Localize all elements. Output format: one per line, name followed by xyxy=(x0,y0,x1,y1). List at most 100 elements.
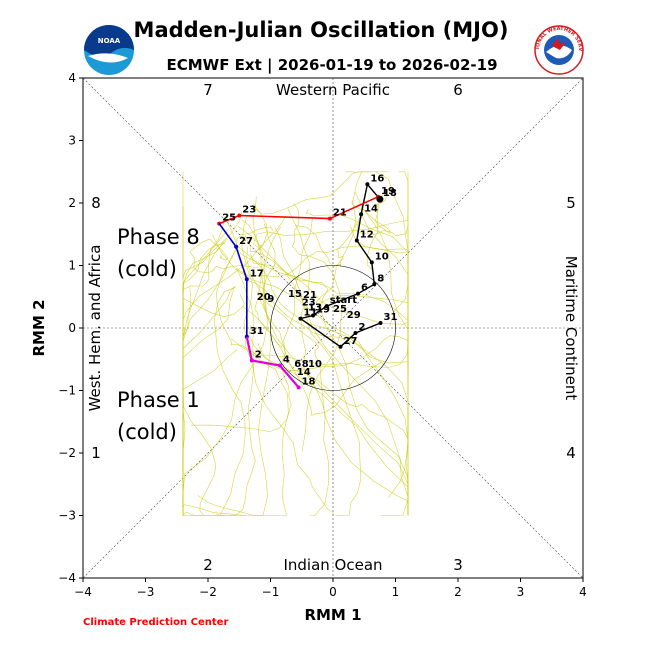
series-point-observed xyxy=(372,282,377,287)
day-label: 18 xyxy=(302,376,316,387)
ensemble-member-line xyxy=(230,171,409,325)
y-tick-label: −4 xyxy=(58,571,76,585)
series-point-observed xyxy=(365,182,370,187)
x-tick-label: −3 xyxy=(137,585,155,599)
day-label: 20 xyxy=(257,292,271,303)
series-point-observed xyxy=(369,260,374,265)
unit-circle xyxy=(270,265,396,391)
ensemble-member-line xyxy=(242,305,409,443)
ensemble-member-line xyxy=(182,206,243,280)
day-label: 29 xyxy=(347,310,361,321)
annotation-phase-1-cold: (cold) xyxy=(117,420,177,444)
series-point-observed xyxy=(338,344,343,349)
noaa-logo-icon: NOAA xyxy=(84,25,134,75)
ensemble-member-line xyxy=(248,324,409,516)
ensemble-member-line xyxy=(182,228,229,516)
y-tick-label: 3 xyxy=(68,134,76,148)
day-label: 8 xyxy=(302,359,309,370)
y-tick-label: 1 xyxy=(68,259,76,273)
day-label: 6 xyxy=(361,283,368,294)
ensemble-member-line xyxy=(361,191,390,271)
phase-number-7: 7 xyxy=(203,81,213,99)
region-label-bottom: Indian Ocean xyxy=(283,556,382,574)
ensemble-member-line xyxy=(189,238,258,274)
phase-number-3: 3 xyxy=(453,556,463,574)
series-point-observed xyxy=(356,291,360,296)
series-point-forecast_c xyxy=(277,363,282,368)
ensemble-member-line xyxy=(182,236,246,516)
series-point-forecast_b xyxy=(244,277,249,282)
phase-number-2: 2 xyxy=(203,556,213,574)
x-tick-label: −4 xyxy=(74,585,92,599)
day-label: 11 xyxy=(304,308,318,319)
series-point-forecast_b xyxy=(234,244,239,249)
day-label: 2 xyxy=(359,322,366,333)
ensemble-member-line xyxy=(315,211,409,305)
noaa-logo-text: NOAA xyxy=(98,37,121,45)
day-labels: 312271119start68101214161819212325271731… xyxy=(222,173,397,387)
series-point-forecast_a xyxy=(237,213,242,218)
phase-number-1: 1 xyxy=(91,444,101,462)
day-label: 27 xyxy=(344,336,358,347)
ensemble-member-line xyxy=(246,246,329,516)
day-label: 14 xyxy=(297,367,311,378)
ensemble-member-line xyxy=(182,349,238,483)
series-line-forecast_b xyxy=(218,223,248,337)
series-line-forecast_c xyxy=(245,336,300,389)
series-point-observed xyxy=(378,321,383,325)
day-label: 19 xyxy=(316,305,330,316)
ensemble-member-line xyxy=(215,268,256,516)
ensemble-member-line xyxy=(295,171,389,268)
day-label: 13 xyxy=(308,303,322,314)
x-tick-label: 4 xyxy=(579,585,587,599)
day-label: 19 xyxy=(381,186,395,197)
ensemble-member-line xyxy=(197,338,289,516)
phase-number-5: 5 xyxy=(566,194,576,212)
series-point-observed xyxy=(353,331,358,335)
ensemble-members xyxy=(182,171,409,517)
ensemble-member-line xyxy=(252,171,409,251)
annotation-phase-8: Phase 8 xyxy=(117,225,200,249)
day-label: 10 xyxy=(308,359,322,370)
y-axis-label: RMM 2 xyxy=(30,299,48,356)
day-label: 23 xyxy=(242,205,256,216)
y-tick-label: −2 xyxy=(58,446,76,460)
series-point-forecast_c xyxy=(249,358,254,363)
x-tick-label: 2 xyxy=(454,585,462,599)
ensemble-member-line xyxy=(241,214,335,515)
phase-number-8: 8 xyxy=(91,194,101,212)
day-label: 18 xyxy=(383,188,397,199)
day-label: 2 xyxy=(255,350,262,361)
x-axis-ticks: −4 −3 −2 −1 0 1 2 3 4 xyxy=(74,578,587,599)
day-label: 17 xyxy=(250,268,264,279)
ensemble-member-line xyxy=(237,225,409,516)
ensemble-member-line xyxy=(258,226,382,416)
region-label-left: West. Hem. and Africa xyxy=(86,245,104,412)
day-label: 8 xyxy=(377,273,384,284)
series-point-forecast_a xyxy=(327,216,332,221)
series-point-observed xyxy=(298,316,303,321)
phase-number-6: 6 xyxy=(453,81,463,99)
ensemble-member-line xyxy=(247,217,409,368)
day-label: 21 xyxy=(303,290,317,301)
day-label: 4 xyxy=(283,355,290,366)
day-label: 12 xyxy=(360,230,374,241)
annotation-phase-1: Phase 1 xyxy=(117,388,200,412)
day-label: start xyxy=(330,295,357,306)
day-label: 14 xyxy=(364,203,378,214)
ensemble-member-line xyxy=(190,217,313,432)
day-label: 27 xyxy=(239,236,253,247)
day-label: 16 xyxy=(370,173,384,184)
day-label: 9 xyxy=(267,294,274,305)
ensemble-member-line xyxy=(250,253,409,516)
ensemble-member-line xyxy=(252,196,409,516)
x-tick-label: 1 xyxy=(392,585,400,599)
day-label: 15 xyxy=(288,289,302,300)
series-point-observed xyxy=(359,212,364,217)
y-tick-label: 2 xyxy=(68,196,76,210)
x-tick-label: −1 xyxy=(262,585,280,599)
phase-dividers xyxy=(82,77,584,579)
day-label: 31 xyxy=(384,312,398,323)
day-label: 25 xyxy=(222,213,236,224)
